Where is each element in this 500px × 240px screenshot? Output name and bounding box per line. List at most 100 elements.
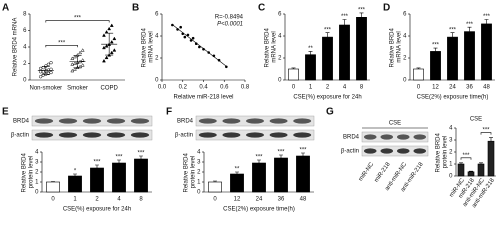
data-point: [109, 39, 114, 44]
error-bar: [95, 164, 99, 168]
blot-band: [82, 132, 102, 138]
significance: ***: [93, 160, 101, 166]
data-point: [212, 54, 216, 58]
panel-letter: B: [132, 3, 139, 14]
blot-band: [413, 148, 427, 154]
y-tick-label: 2: [403, 56, 407, 62]
blot-band: [198, 132, 217, 138]
data-point: [80, 63, 85, 67]
significance: ***: [358, 7, 366, 13]
blot-band: [380, 134, 394, 140]
y-tick-label: 1: [35, 180, 39, 186]
panel-letter: G: [326, 107, 334, 118]
data-point: [104, 30, 109, 34]
y-axis-label: Relative BRD4 mRNA level: [389, 26, 402, 67]
error-bar: [416, 67, 421, 69]
bar: [447, 36, 458, 81]
error-bar: [257, 159, 261, 163]
significance: ***: [341, 14, 349, 20]
y-tick-label: 3: [449, 138, 453, 144]
y-axis-label: Relative BRD4 protein level: [435, 131, 448, 172]
x-tick-label: 4: [343, 85, 347, 91]
y-tick-label: 6: [155, 12, 159, 18]
blot-band: [396, 134, 410, 140]
x-tick-label: 0: [213, 197, 217, 203]
panel-letter: C: [258, 3, 265, 14]
y-tick-label: 2: [23, 61, 27, 67]
x-tick-label: 0: [51, 197, 55, 203]
blot-band: [82, 118, 102, 124]
data-point: [38, 75, 43, 79]
error-bar: [359, 12, 364, 18]
blot-band: [106, 118, 126, 124]
significance: *: [74, 169, 77, 175]
y-tick-label: 3: [35, 160, 39, 166]
data-point: [72, 67, 77, 71]
panel-letter: F: [166, 107, 172, 118]
bar: [457, 163, 465, 177]
bar: [46, 181, 60, 193]
bar: [413, 68, 424, 81]
significance: **: [235, 167, 240, 173]
data-point: [191, 36, 195, 40]
y-tick-label: 6: [403, 12, 407, 18]
y-tick-label: 0: [35, 190, 39, 196]
data-point: [112, 48, 117, 52]
significance: ***: [462, 153, 470, 159]
error-bar: [467, 26, 472, 32]
blot-row-label: BRD4: [343, 135, 360, 141]
y-tick-label: 6: [23, 28, 27, 34]
data-point: [72, 61, 77, 65]
error-bar: [489, 137, 493, 142]
blot-strip: [361, 145, 429, 157]
x-axis-label: CSE(%) exposure for 24h: [63, 207, 131, 213]
y-tick-label: 1: [449, 162, 453, 168]
bar: [230, 173, 244, 193]
error-bar: [469, 170, 473, 172]
error-bar: [342, 19, 347, 25]
bar: [68, 175, 82, 193]
mean-sd: [37, 66, 54, 75]
x-tick-label: 8: [139, 197, 143, 203]
bar: [90, 167, 104, 193]
bar: [487, 140, 495, 177]
y-tick-label: 2: [449, 150, 453, 156]
significance: ***: [432, 43, 440, 49]
y-axis-label: Relative BRD4 protein level: [21, 151, 34, 192]
x-tick-label: 8: [360, 85, 364, 91]
significance: ***: [449, 27, 457, 33]
blot-band: [413, 134, 427, 140]
blot-band: [396, 148, 410, 154]
blot-band: [106, 132, 126, 138]
x-axis-label: CSE(2%) exposure time(h): [417, 95, 489, 101]
blot-band: [222, 132, 241, 138]
x-axis-label: CSE(2%) exposure time(h): [223, 207, 295, 213]
y-tick-label: 0: [278, 78, 282, 84]
blot-band: [380, 148, 394, 154]
error-bar: [484, 19, 489, 24]
significance-bracket: [480, 132, 492, 135]
data-point: [112, 36, 117, 41]
y-tick-label: 0: [403, 78, 407, 84]
significance: ***: [115, 155, 123, 161]
y-tick-label: 4: [23, 45, 27, 51]
data-point: [102, 45, 106, 50]
data-point: [171, 23, 174, 27]
y-axis-label: Relative BRD4 mRNA level: [141, 26, 154, 67]
error-bar: [139, 155, 143, 159]
data-point: [181, 32, 185, 36]
blot-row-label: BRD4: [177, 119, 194, 125]
data-point: [49, 70, 53, 75]
bar: [356, 16, 367, 81]
significance-bracket: [45, 45, 78, 48]
data-point: [198, 45, 201, 49]
y-tick-label: 2: [197, 170, 201, 176]
bar: [288, 68, 299, 81]
y-tick-label: 2: [35, 170, 39, 176]
error-bar: [73, 173, 77, 176]
blot-row-label: BRD4: [13, 119, 30, 125]
error-bar: [433, 47, 438, 52]
y-tick-label: 2: [278, 56, 282, 62]
data-point: [70, 56, 75, 60]
